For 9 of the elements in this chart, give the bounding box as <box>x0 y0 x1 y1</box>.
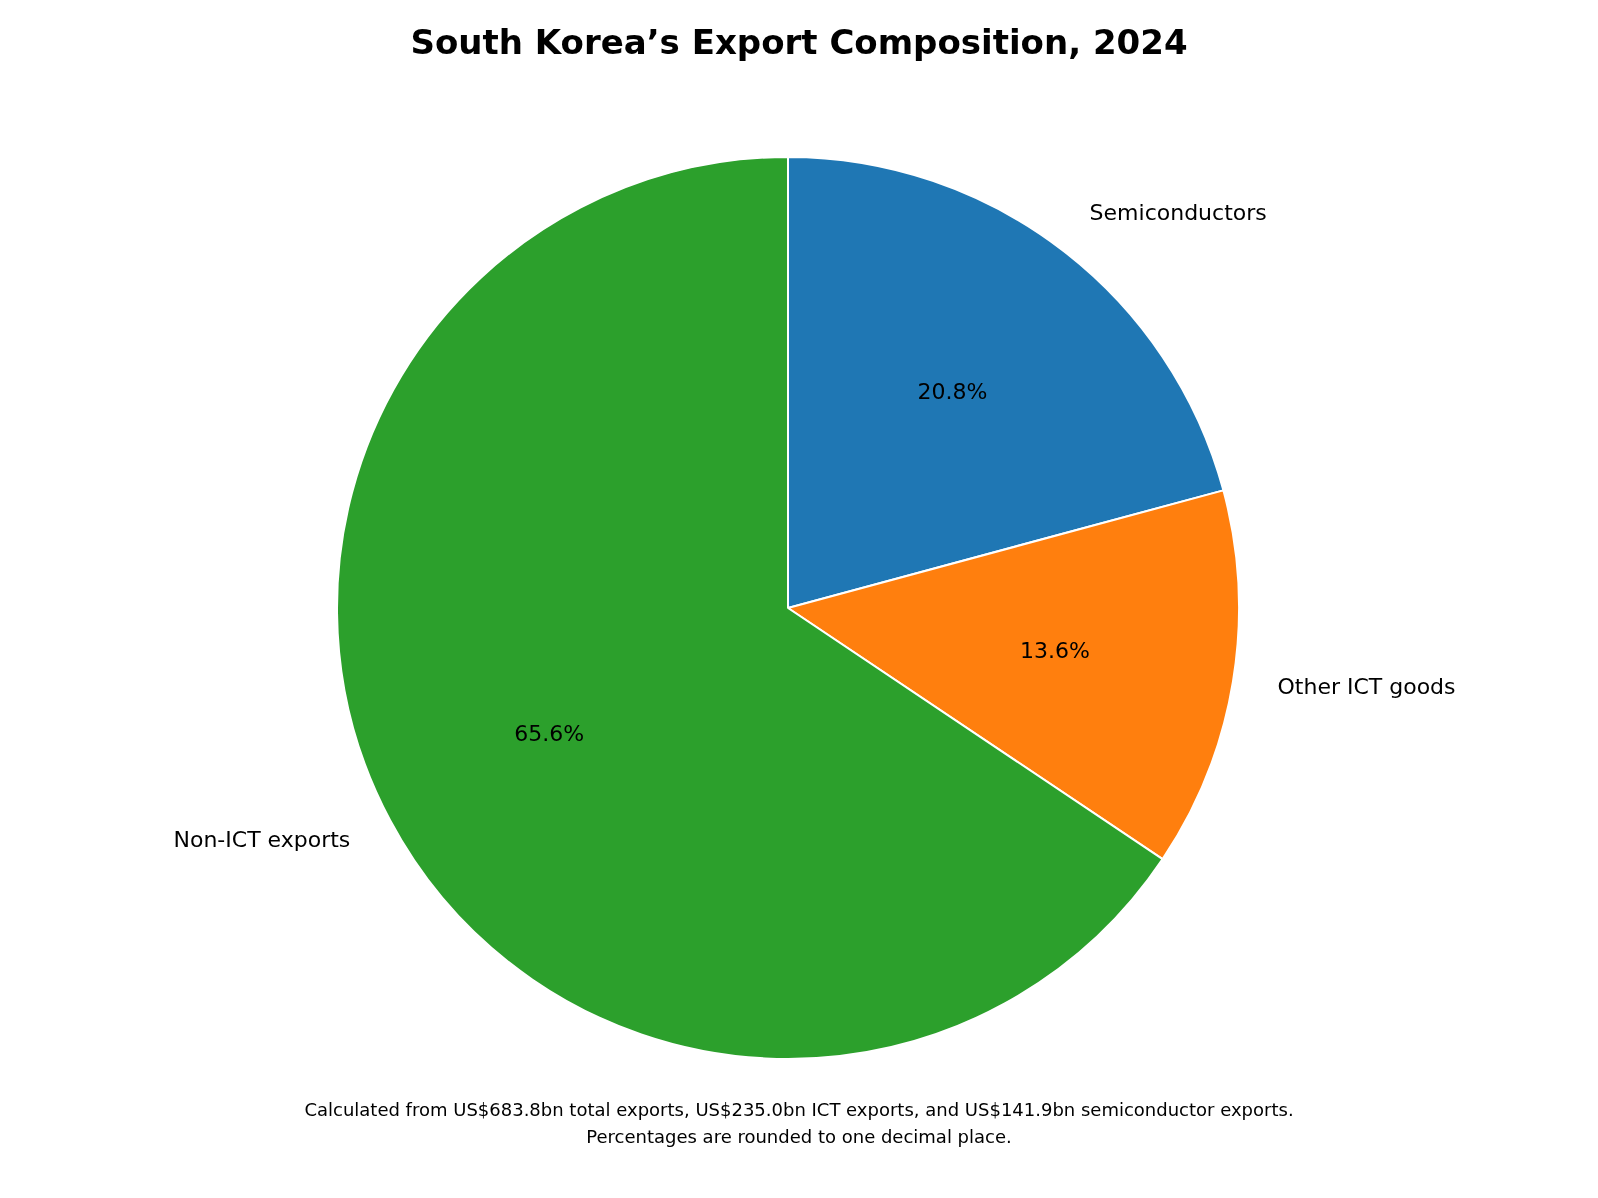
text: Calculated from US$683.8bn total exports, US$235.0bn ICT exports, and US$141.9bn semiconductor exports. <box>304 1098 1294 1120</box>
data-label: 20.8% <box>917 378 988 404</box>
slice-label: Semiconductors <box>1089 199 1267 225</box>
slice-label: Other ICT goods <box>1277 674 1456 700</box>
slice-label: Non-ICT exports <box>173 827 351 853</box>
chart-title: South Korea’s Export Composition, 2024 <box>410 21 1188 62</box>
data-label: 65.6% <box>514 721 585 747</box>
data-label: 13.6% <box>1020 637 1090 663</box>
text: Percentages are rounded to one decimal place. <box>586 1125 1012 1147</box>
